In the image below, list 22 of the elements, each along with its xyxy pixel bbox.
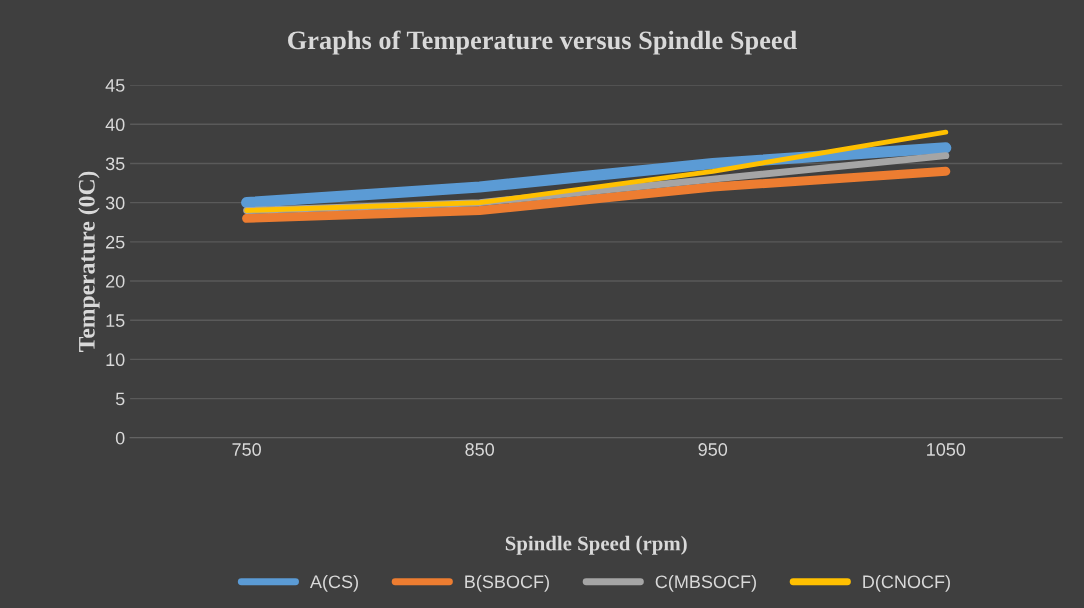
chart-title: Graphs of Temperature versus Spindle Speed	[288, 30, 797, 55]
line-series	[244, 129, 949, 213]
x-tick-label: 950	[698, 443, 728, 456]
y-tick-label: 45	[105, 79, 125, 92]
x-tick-label: 750	[232, 443, 261, 456]
y-tick-label: 20	[106, 274, 125, 288]
x-tick-label: 850	[465, 443, 495, 456]
legend-label: C(MBSOCF)	[655, 574, 756, 592]
x-axis-title: Spindle Speed (rpm)	[505, 535, 687, 555]
y-tick-label: 5	[115, 392, 125, 406]
y-axis-title: Temperature (0C)	[78, 171, 100, 352]
y-tick-label: 0	[115, 431, 125, 445]
y-tick-label: 10	[106, 353, 125, 367]
legend-label: A(CS)	[309, 574, 358, 592]
x-tick-label: 1050	[927, 443, 966, 456]
legend-label: B(SBOCF)	[465, 574, 549, 592]
y-tick-label: 30	[105, 196, 125, 210]
y-tick-label: 40	[105, 118, 125, 132]
y-tick-label: 35	[105, 157, 125, 171]
y-tick-label: 25	[106, 235, 125, 249]
y-tick-label: 15	[106, 314, 125, 327]
legend-label: D(CNOCF)	[863, 574, 950, 592]
